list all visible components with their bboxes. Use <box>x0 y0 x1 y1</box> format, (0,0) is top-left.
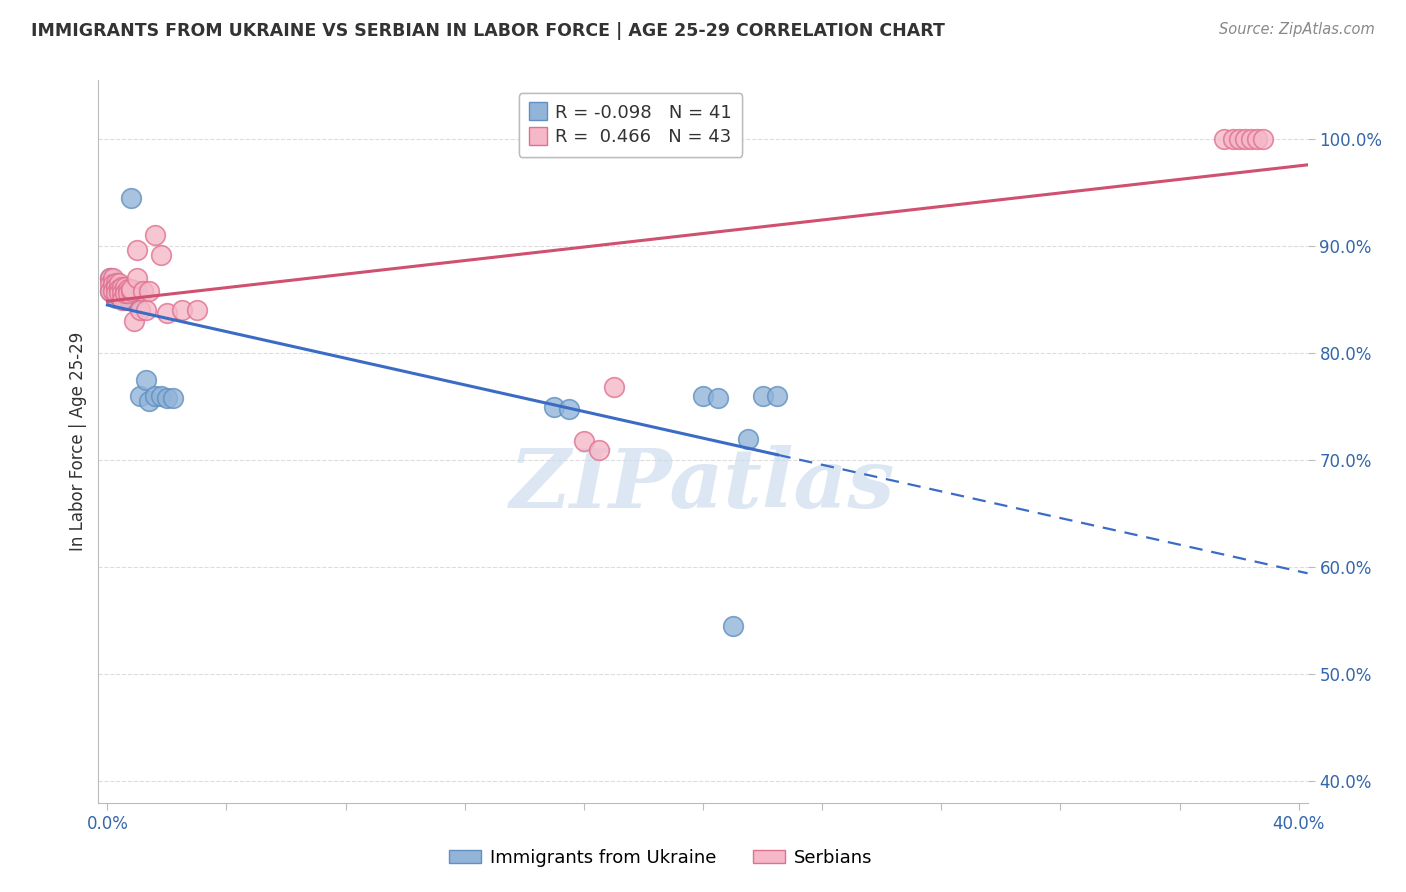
Point <box>143 389 166 403</box>
Point <box>105 280 128 294</box>
Point <box>117 284 139 298</box>
Point <box>105 291 128 305</box>
Point <box>120 282 142 296</box>
Point <box>108 280 131 294</box>
Point <box>103 280 125 294</box>
Point <box>111 287 134 301</box>
Point <box>127 244 149 258</box>
Point <box>120 287 142 301</box>
Point <box>543 400 565 414</box>
Point <box>588 442 610 457</box>
Point <box>105 286 128 301</box>
Point <box>707 391 730 405</box>
Point <box>103 286 125 301</box>
Point <box>105 282 128 296</box>
Point <box>127 284 149 298</box>
Point <box>111 293 134 307</box>
Point <box>692 389 714 403</box>
Point <box>108 286 131 301</box>
Point <box>1213 132 1236 146</box>
Point <box>98 277 121 291</box>
Point <box>143 228 166 243</box>
Point <box>138 284 160 298</box>
Point <box>114 288 136 302</box>
Point <box>572 434 595 448</box>
Point <box>114 284 136 298</box>
Point <box>1234 132 1257 146</box>
Point <box>1227 132 1250 146</box>
Point <box>1251 132 1274 146</box>
Point <box>751 389 773 403</box>
Legend: Immigrants from Ukraine, Serbians: Immigrants from Ukraine, Serbians <box>441 842 880 874</box>
Point <box>108 276 131 290</box>
Point <box>111 291 134 305</box>
Point <box>156 305 179 319</box>
Point <box>135 303 157 318</box>
Point <box>1240 132 1263 146</box>
Point <box>120 284 142 298</box>
Point <box>114 293 136 307</box>
Point <box>117 282 139 296</box>
Point <box>170 303 193 318</box>
Point <box>108 282 131 296</box>
Point <box>156 391 179 405</box>
Point <box>138 394 160 409</box>
Point <box>127 271 149 285</box>
Point <box>111 286 134 301</box>
Point <box>98 284 121 298</box>
Point <box>162 391 184 405</box>
Point <box>114 280 136 294</box>
Text: Source: ZipAtlas.com: Source: ZipAtlas.com <box>1219 22 1375 37</box>
Point <box>120 191 142 205</box>
Legend: R = -0.098   N = 41, R =  0.466   N = 43: R = -0.098 N = 41, R = 0.466 N = 43 <box>519 93 742 157</box>
Point <box>737 432 759 446</box>
Point <box>103 284 125 298</box>
Y-axis label: In Labor Force | Age 25-29: In Labor Force | Age 25-29 <box>69 332 87 551</box>
Point <box>108 288 131 302</box>
Point <box>1222 132 1244 146</box>
Point <box>1246 132 1268 146</box>
Point <box>721 619 744 633</box>
Point <box>105 286 128 301</box>
Point <box>105 277 128 291</box>
Point <box>103 277 125 291</box>
Point <box>186 303 208 318</box>
Point <box>98 284 121 298</box>
Point <box>98 271 121 285</box>
Point <box>111 284 134 298</box>
Point <box>129 303 152 318</box>
Point <box>129 389 152 403</box>
Point <box>766 389 789 403</box>
Point <box>122 291 145 305</box>
Point <box>111 280 134 294</box>
Point <box>108 284 131 298</box>
Text: ZIPatlas: ZIPatlas <box>510 445 896 524</box>
Text: IMMIGRANTS FROM UKRAINE VS SERBIAN IN LABOR FORCE | AGE 25-29 CORRELATION CHART: IMMIGRANTS FROM UKRAINE VS SERBIAN IN LA… <box>31 22 945 40</box>
Point <box>117 286 139 301</box>
Point <box>103 273 125 287</box>
Point <box>103 271 125 285</box>
Point <box>132 284 155 298</box>
Point <box>149 389 172 403</box>
Point <box>149 248 172 262</box>
Point <box>558 401 581 416</box>
Point <box>98 271 121 285</box>
Point <box>111 280 134 294</box>
Point <box>105 276 128 290</box>
Point <box>602 380 624 394</box>
Point <box>122 314 145 328</box>
Point <box>117 291 139 305</box>
Point <box>135 373 157 387</box>
Point <box>114 286 136 301</box>
Point <box>122 284 145 298</box>
